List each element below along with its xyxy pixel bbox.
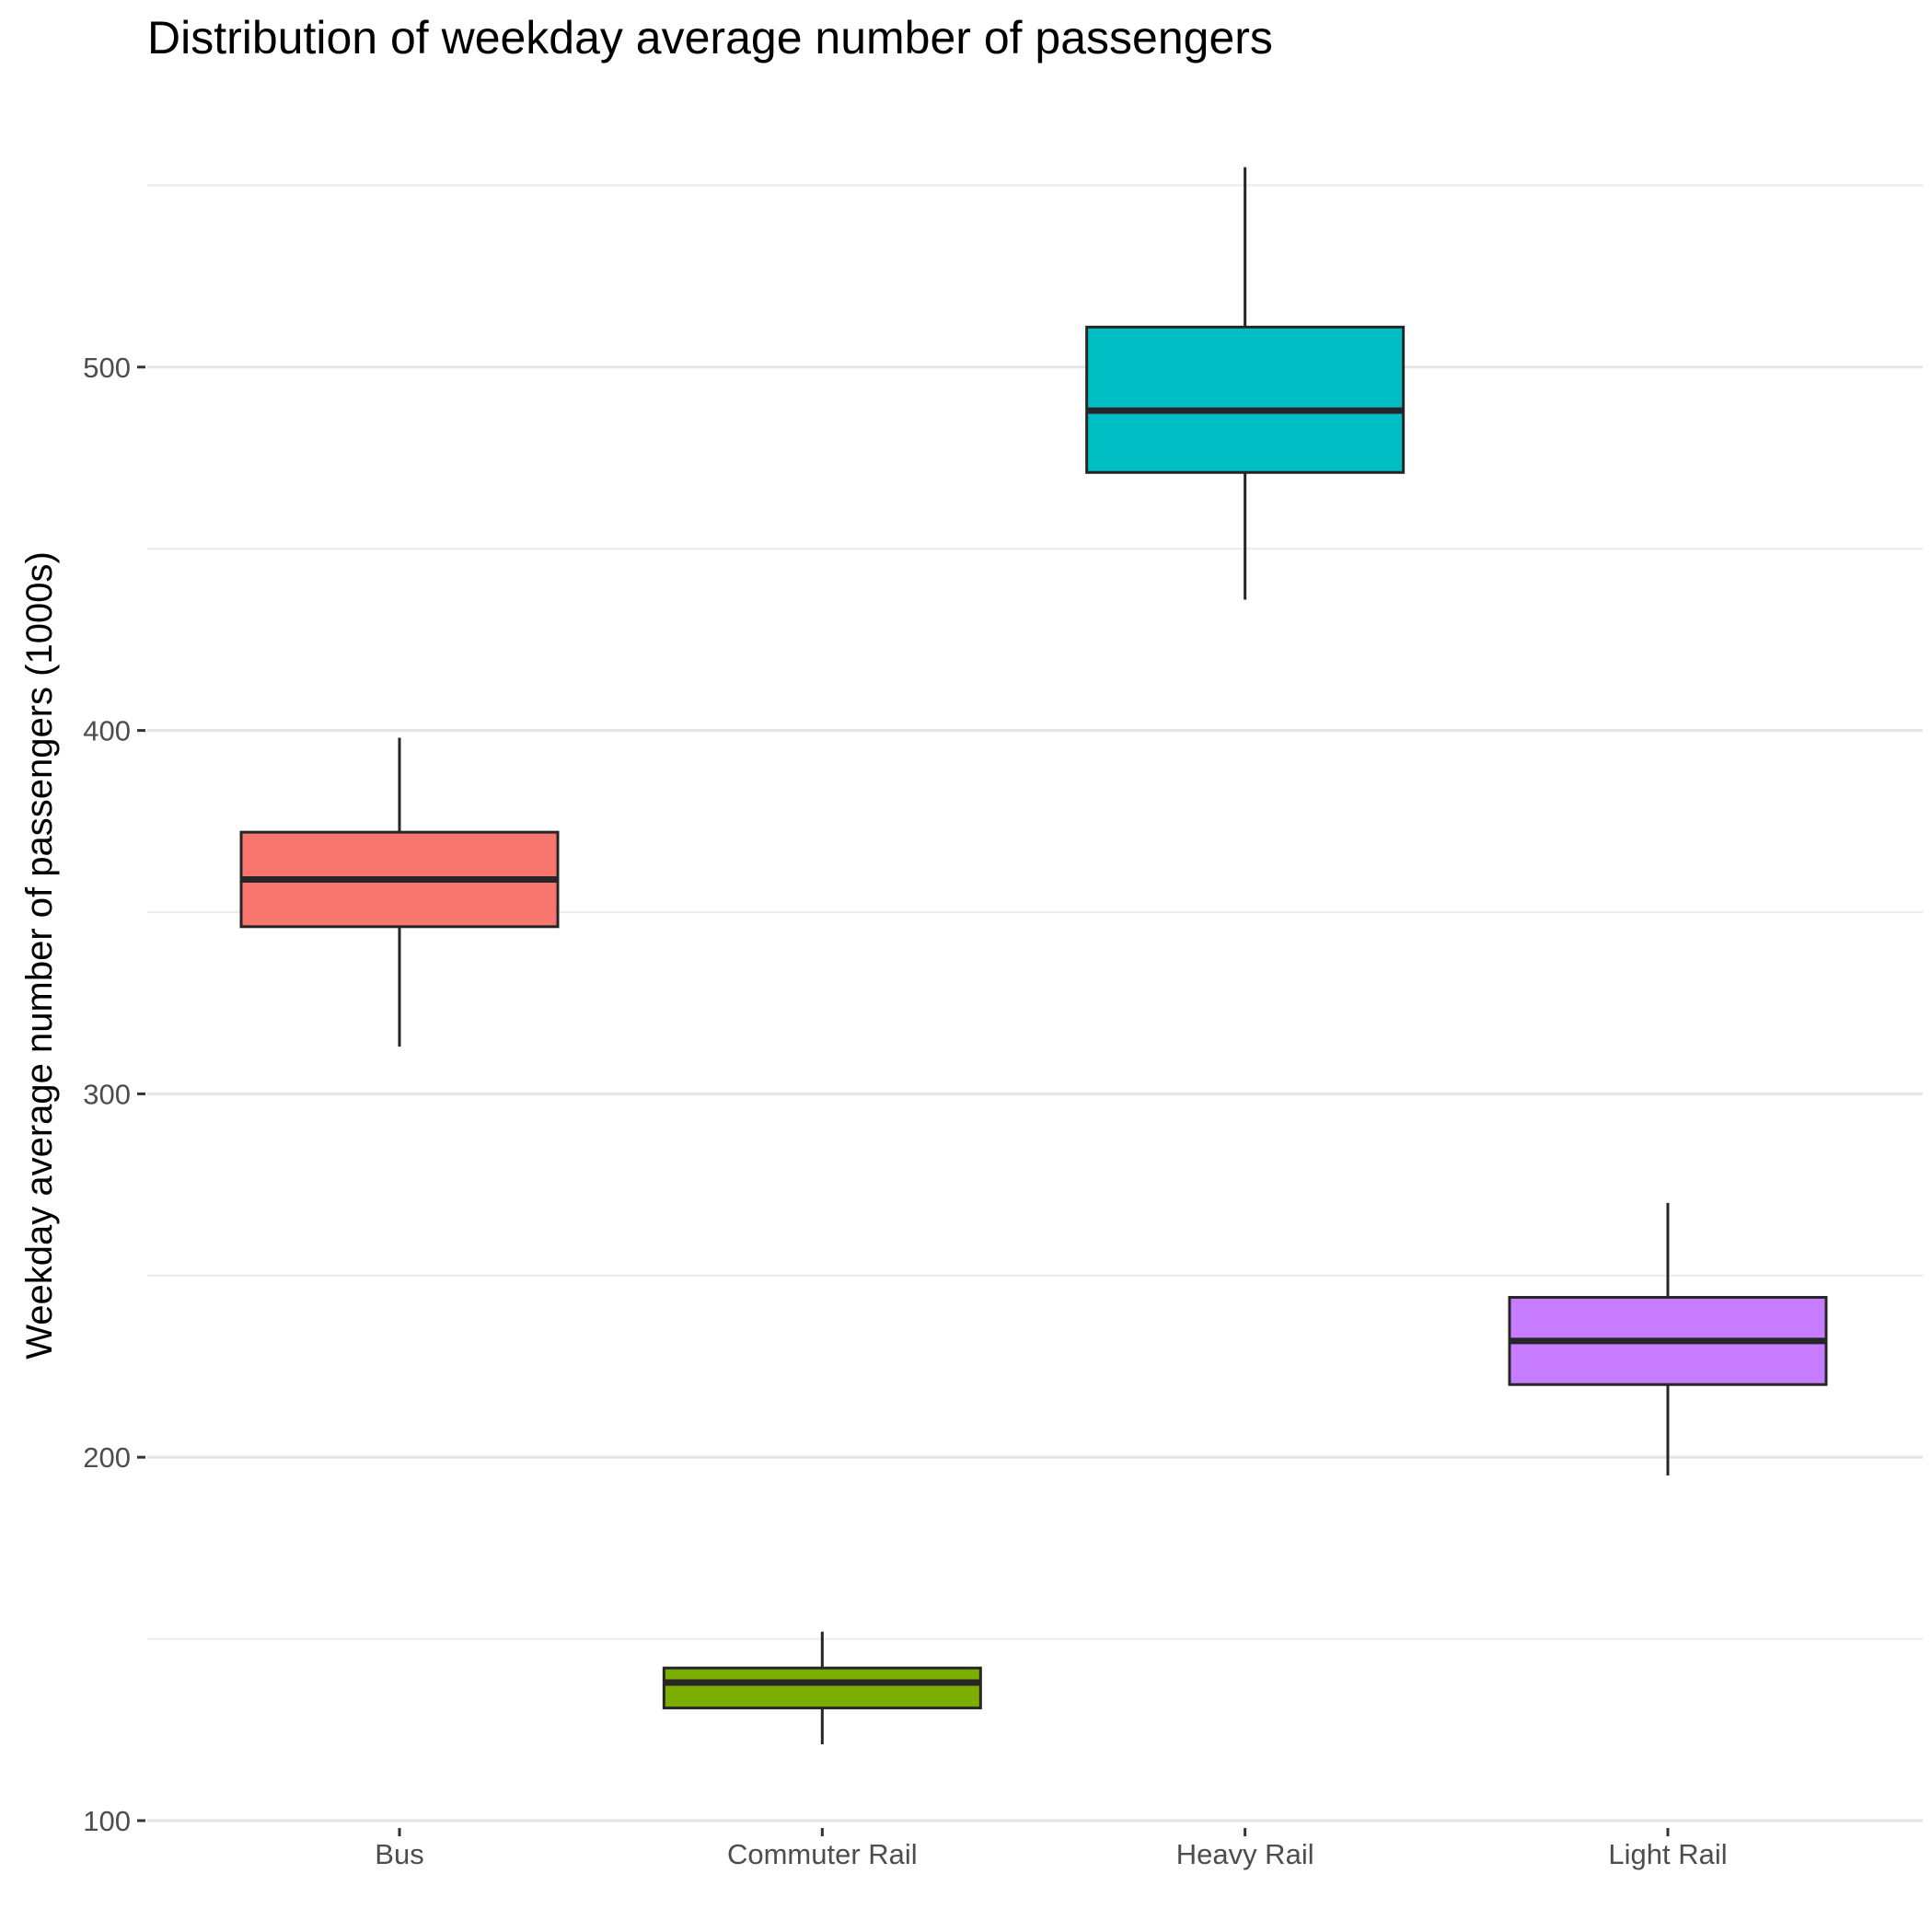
box-heavy-rail: [1085, 167, 1406, 600]
x-tick-label: Heavy Rail: [1176, 1838, 1314, 1870]
x-tick-label: Light Rail: [1608, 1838, 1727, 1870]
box-layer: [239, 167, 1828, 1745]
y-tick-label: 200: [83, 1441, 131, 1474]
box-commuter-rail: [662, 1631, 982, 1745]
chart-title: Distribution of weekday average number o…: [147, 12, 1273, 64]
box-light-rail: [1508, 1202, 1828, 1475]
y-axis-title: Weekday average number of passengers (10…: [19, 551, 60, 1359]
grid-layer: [147, 184, 1923, 1822]
y-tick-label: 500: [83, 352, 131, 384]
x-tick-label: Bus: [375, 1838, 423, 1870]
y-tick-label: 300: [83, 1078, 131, 1110]
y-tick-label: 100: [83, 1805, 131, 1837]
iqr-box: [662, 1666, 982, 1710]
iqr-box: [1085, 325, 1406, 474]
box-bus: [239, 737, 560, 1047]
axis-layer: 100 200 300 400 500 Bus Commuter Rail Heavy Rai…: [83, 352, 1727, 1870]
x-tick-label: Commuter Rail: [727, 1838, 918, 1870]
y-tick-label: 400: [83, 715, 131, 747]
